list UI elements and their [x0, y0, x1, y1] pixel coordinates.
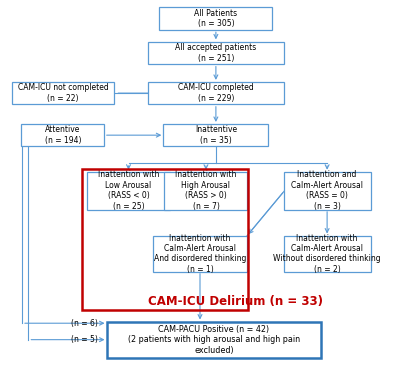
Text: CAM-PACU Positive (n = 42)
(2 patients with high arousal and high pain
excluded): CAM-PACU Positive (n = 42) (2 patients w… — [128, 325, 300, 355]
Text: Inattention with
High Arousal
(RASS > 0)
(n = 7): Inattention with High Arousal (RASS > 0)… — [175, 171, 237, 211]
FancyBboxPatch shape — [164, 124, 268, 146]
Text: CAM-ICU not completed
(n = 22): CAM-ICU not completed (n = 22) — [18, 84, 108, 103]
FancyBboxPatch shape — [107, 322, 321, 358]
FancyBboxPatch shape — [22, 124, 104, 146]
Text: Inattention with
Calm-Alert Arousal
Without disordered thinking
(n = 2): Inattention with Calm-Alert Arousal With… — [273, 234, 381, 274]
Text: (n = 5): (n = 5) — [71, 335, 98, 344]
Text: Inattention and
Calm-Alert Arousal
(RASS = 0)
(n = 3): Inattention and Calm-Alert Arousal (RASS… — [291, 171, 363, 211]
FancyBboxPatch shape — [148, 82, 284, 104]
Text: CAM-ICU completed
(n = 229): CAM-ICU completed (n = 229) — [178, 84, 254, 103]
Text: CAM-ICU Delirium (n = 33): CAM-ICU Delirium (n = 33) — [148, 295, 323, 308]
FancyBboxPatch shape — [152, 236, 248, 272]
Text: Inattention with
Low Arousal
(RASS < 0)
(n = 25): Inattention with Low Arousal (RASS < 0) … — [98, 171, 159, 211]
Text: All Patients
(n = 305): All Patients (n = 305) — [194, 9, 238, 28]
Text: (n = 6): (n = 6) — [71, 319, 98, 328]
FancyBboxPatch shape — [160, 7, 272, 30]
Text: Attentive
(n = 194): Attentive (n = 194) — [45, 126, 81, 145]
FancyBboxPatch shape — [87, 172, 170, 209]
FancyBboxPatch shape — [284, 172, 371, 209]
Text: Inattention with
Calm-Alert Arousal
And disordered thinking
(n = 1): Inattention with Calm-Alert Arousal And … — [154, 234, 246, 274]
Text: Inattentive
(n = 35): Inattentive (n = 35) — [195, 126, 237, 145]
FancyBboxPatch shape — [12, 82, 114, 104]
FancyBboxPatch shape — [284, 236, 371, 272]
FancyBboxPatch shape — [148, 42, 284, 64]
FancyBboxPatch shape — [164, 172, 248, 209]
Text: All accepted patients
(n = 251): All accepted patients (n = 251) — [175, 43, 256, 63]
